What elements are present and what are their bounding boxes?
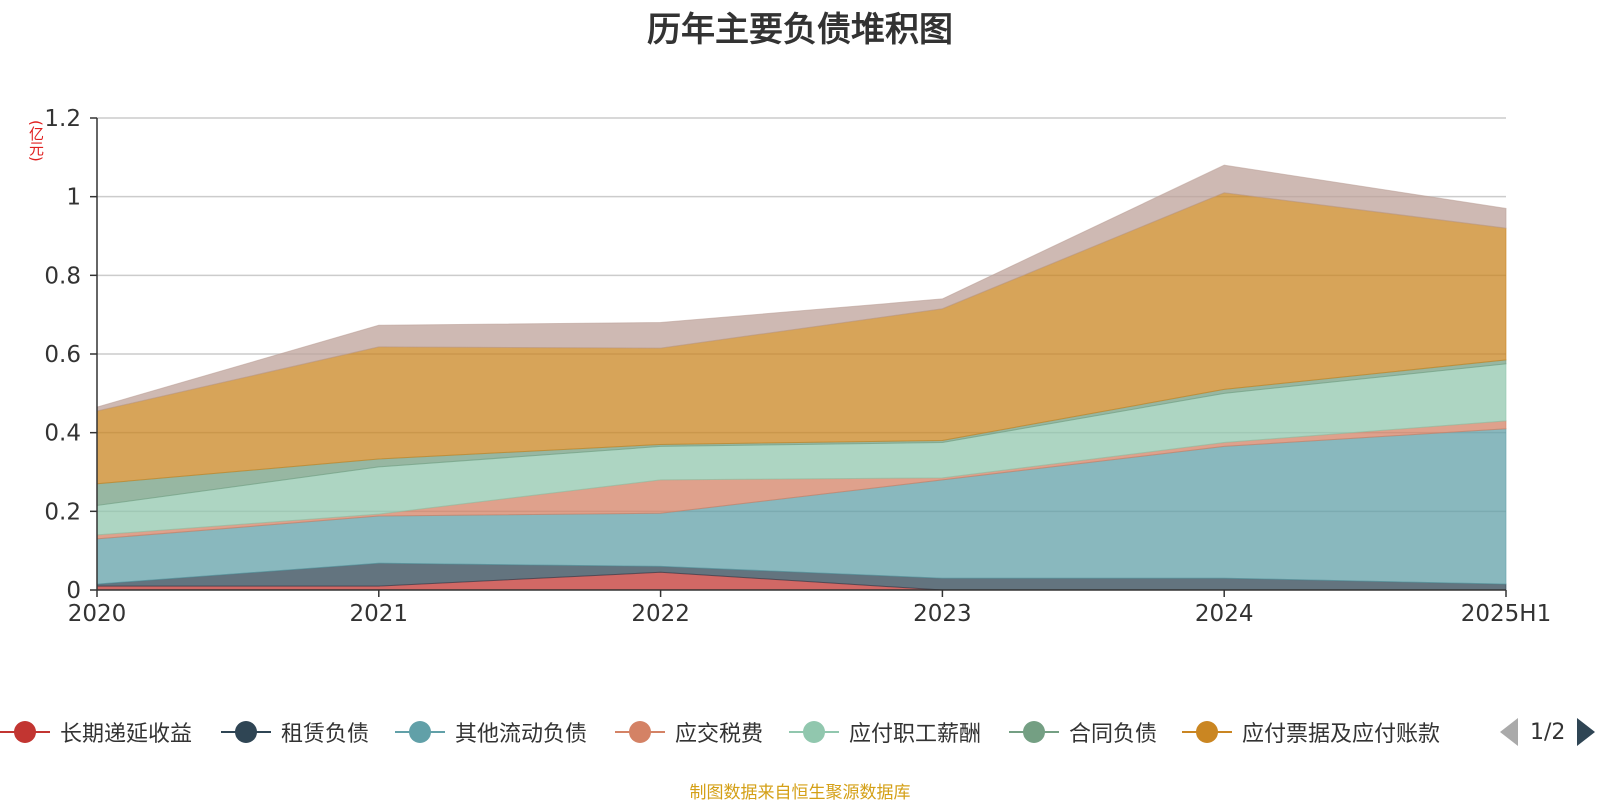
y-tick-label: 1 xyxy=(66,185,81,211)
legend-label: 应付票据及应付账款 xyxy=(1242,722,1441,747)
y-tick-label: 0.2 xyxy=(44,499,81,525)
y-tick-label: 0 xyxy=(66,578,81,604)
y-axis-unit: (亿元) xyxy=(27,120,45,162)
legend-marker-icon xyxy=(615,717,665,747)
y-tick-label: 1.2 xyxy=(44,106,81,132)
legend-item-other-current-liabilities[interactable]: 其他流动负债 xyxy=(395,712,587,752)
legend: 长期递延收益 租赁负债 其他流动负债 应交税费 应付职工薪酬 合同负债 应付票据… xyxy=(0,712,1600,752)
legend-label: 应付职工薪酬 xyxy=(849,722,982,747)
axes xyxy=(90,117,1507,597)
chart-title: 历年主要负债堆积图 xyxy=(647,10,953,50)
legend-marker-icon xyxy=(0,717,50,747)
legend-item-notes-and-accounts-payable[interactable]: 应付票据及应付账款 xyxy=(1182,712,1440,752)
tick-labels: 0 0.2 0.4 0.6 0.8 1 1.2 2020 2021 2022 2023 2024 202… xyxy=(44,106,1551,627)
legend-item-taxes-payable[interactable]: 应交税费 xyxy=(615,712,763,752)
legend-marker-icon xyxy=(221,717,271,747)
x-tick-label: 2021 xyxy=(350,601,409,627)
legend-label: 长期递延收益 xyxy=(60,722,193,747)
legend-label: 其他流动负债 xyxy=(455,722,588,747)
legend-marker-icon xyxy=(789,717,839,747)
x-tick-label: 2022 xyxy=(631,601,690,627)
legend-item-contract-liabilities[interactable]: 合同负债 xyxy=(1009,712,1157,752)
y-tick-label: 0.8 xyxy=(44,263,81,289)
legend-marker-icon xyxy=(1182,717,1232,747)
legend-label: 合同负债 xyxy=(1069,722,1158,747)
legend-next-page-icon[interactable] xyxy=(1577,718,1596,746)
legend-prev-page-icon[interactable] xyxy=(1500,718,1518,746)
legend-label: 应交税费 xyxy=(675,722,764,747)
x-tick-label: 2020 xyxy=(68,601,127,627)
legend-item-lease-liabilities[interactable]: 租赁负债 xyxy=(221,712,369,752)
data-source-note: 制图数据来自恒生聚源数据库 xyxy=(689,783,911,803)
y-tick-label: 0.4 xyxy=(44,421,81,447)
legend-label: 租赁负债 xyxy=(281,722,370,747)
legend-pager: 1/2 xyxy=(1500,712,1596,752)
area-chart: 0 0.2 0.4 0.6 0.8 1 1.2 2020 2021 2022 2023 2024 202… xyxy=(44,106,1551,627)
x-tick-label: 2025H1 xyxy=(1461,601,1551,627)
legend-item-long-term-deferred-income[interactable]: 长期递延收益 xyxy=(0,712,192,752)
stacked-areas xyxy=(96,164,1507,591)
legend-page-indicator: 1/2 xyxy=(1530,719,1566,745)
x-tick-label: 2024 xyxy=(1195,601,1254,627)
legend-marker-icon xyxy=(395,717,445,747)
legend-marker-icon xyxy=(1009,717,1059,747)
legend-item-employee-payroll-payable[interactable]: 应付职工薪酬 xyxy=(789,712,981,752)
y-tick-label: 0.6 xyxy=(44,342,81,368)
x-tick-label: 2023 xyxy=(913,601,972,627)
area-series-8 xyxy=(96,164,1507,412)
